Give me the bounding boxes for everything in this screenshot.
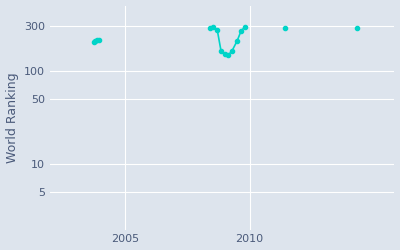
Y-axis label: World Ranking: World Ranking <box>6 72 18 163</box>
